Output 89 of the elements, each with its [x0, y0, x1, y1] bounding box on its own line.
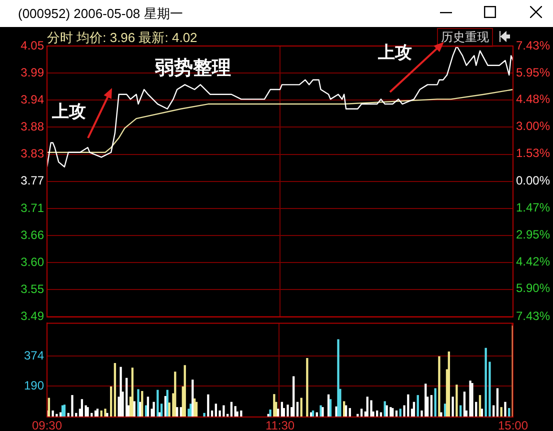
- bar: [152, 402, 155, 417]
- y2-tick-label: 5.90%: [516, 281, 550, 296]
- bar: [269, 410, 272, 417]
- bar: [214, 404, 218, 417]
- bar: [137, 389, 140, 417]
- bar: [133, 401, 136, 417]
- bar: [306, 358, 308, 417]
- y-tick-label: 3.60: [20, 254, 44, 269]
- text: 历史重现: [437, 28, 493, 47]
- y-tick-label: 3.66: [20, 228, 44, 242]
- bar: [110, 386, 112, 417]
- bar: [286, 404, 289, 417]
- y2-tick-label: 1.53%: [516, 146, 550, 160]
- bar: [456, 384, 458, 417]
- chart-title: (000952) 2006-05-08 星期一: [18, 5, 183, 23]
- x-tick-label: 09:30: [32, 418, 62, 431]
- y2-tick-label: 3.00%: [516, 119, 550, 134]
- bar: [366, 396, 368, 417]
- bar: [337, 339, 340, 417]
- bar: [207, 394, 210, 417]
- bar: [416, 395, 419, 417]
- bar: [164, 396, 167, 417]
- bar: [114, 363, 116, 417]
- bar: [469, 380, 472, 417]
- bar: [273, 394, 276, 417]
- bar: [370, 400, 372, 417]
- bar: [452, 396, 454, 417]
- bar: [193, 398, 196, 417]
- bar: [156, 390, 159, 417]
- y-tick-label: 3.88: [20, 120, 44, 134]
- y2-tick-label: 0.00%: [516, 174, 550, 188]
- bar: [448, 351, 450, 417]
- y2-tick-label: 2.95%: [516, 227, 550, 242]
- bar: [504, 402, 506, 417]
- bar: [71, 395, 74, 417]
- bar: [444, 404, 446, 417]
- bar: [342, 401, 346, 417]
- chart-subtitle: 分时 均价: 3.96 最新: 4.02: [47, 29, 198, 47]
- y-tick-label: 3.94: [20, 92, 44, 106]
- y2-tick-label: 7.43%: [516, 38, 550, 52]
- bar: [141, 390, 144, 417]
- bar: [471, 383, 474, 417]
- bar: [120, 366, 122, 417]
- y2-tick-label: 7.43%: [516, 309, 550, 324]
- bar: [126, 378, 128, 417]
- bar: [478, 395, 482, 417]
- bar: [106, 412, 108, 417]
- y2-tick-label: 4.48%: [516, 92, 550, 106]
- bar: [184, 365, 186, 417]
- bar: [463, 392, 466, 417]
- bar: [292, 376, 295, 417]
- bar: [496, 388, 499, 417]
- bar: [146, 396, 150, 417]
- bar: [80, 399, 84, 417]
- x-tick-label: 11:30: [265, 418, 295, 431]
- bar: [424, 384, 427, 417]
- y-tick-label: 190: [24, 378, 44, 392]
- bar: [52, 410, 54, 417]
- bar: [407, 394, 410, 417]
- y-tick-label: 3.49: [20, 309, 44, 324]
- y-tick-label: 3.83: [20, 146, 44, 161]
- y2-tick-label: 4.42%: [516, 254, 550, 268]
- annotation: 弱势整理: [155, 57, 231, 79]
- y2-tick-label: 1.47%: [516, 200, 550, 214]
- bar: [329, 399, 332, 417]
- y-tick-label: 3.71: [20, 200, 44, 215]
- bar: [203, 412, 206, 417]
- bar: [430, 395, 433, 417]
- bar: [131, 368, 134, 417]
- y-tick-label: 4.05: [20, 38, 44, 52]
- x-tick-label: 15:00: [498, 418, 528, 431]
- bar: [484, 348, 487, 417]
- y2-tick-label: 5.95%: [516, 65, 550, 80]
- bar: [56, 414, 58, 417]
- y-tick-label: 3.77: [20, 174, 44, 188]
- bar: [222, 405, 225, 417]
- bar: [434, 388, 436, 417]
- bar: [190, 404, 192, 417]
- y-tick-label: 374: [24, 348, 44, 363]
- y-tick-label: 3.55: [20, 282, 44, 296]
- y-tick-label: 3.99: [20, 65, 44, 80]
- bar: [192, 380, 194, 417]
- bar: [104, 408, 106, 417]
- annotation: 上攻: [378, 43, 412, 63]
- bar: [174, 372, 176, 417]
- bar: [438, 356, 440, 417]
- bar: [327, 394, 330, 417]
- annotation: 上攻: [52, 102, 86, 122]
- bar: [386, 405, 388, 417]
